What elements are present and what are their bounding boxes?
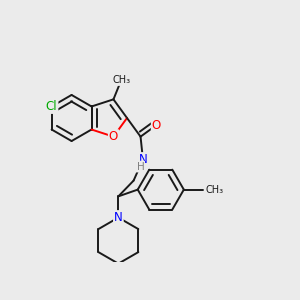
Text: CH₃: CH₃ <box>112 75 130 85</box>
Text: O: O <box>152 118 161 132</box>
Text: N: N <box>139 153 147 166</box>
Text: O: O <box>109 130 118 143</box>
Text: H: H <box>136 162 144 172</box>
Text: CH₃: CH₃ <box>206 184 224 195</box>
Text: N: N <box>114 211 123 224</box>
Text: Cl: Cl <box>46 100 57 113</box>
